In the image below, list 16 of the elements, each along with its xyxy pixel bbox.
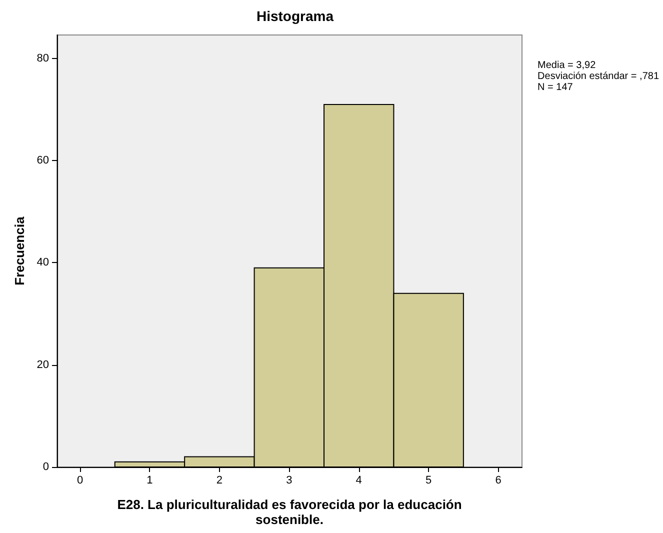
x-tick-label: 0 [76, 474, 84, 486]
x-tick-label: 3 [286, 474, 292, 486]
x-tick-label: 2 [216, 474, 222, 486]
x-tick-label: 6 [495, 474, 502, 486]
x-tick-label: 4 [356, 474, 362, 486]
y-tick-label: 40 [36, 256, 49, 269]
y-tick-label: 0 [42, 461, 49, 473]
y-tick-label: 60 [36, 154, 49, 167]
x-tick-label: 1 [146, 474, 153, 486]
text: Media = 3,92 Desviación estándar = ,781 N = 147 [538, 60, 660, 93]
y-tick-label: 20 [36, 358, 49, 371]
x-tick-label: 5 [426, 474, 432, 486]
x-axis-title: E28. La pluriculturalidad es favorecida por la educación sostenible. [117, 497, 462, 527]
y-axis-title: Frecuencia [12, 216, 27, 286]
chart-title: Histograma [256, 8, 334, 24]
y-tick-label: 80 [36, 52, 49, 64]
